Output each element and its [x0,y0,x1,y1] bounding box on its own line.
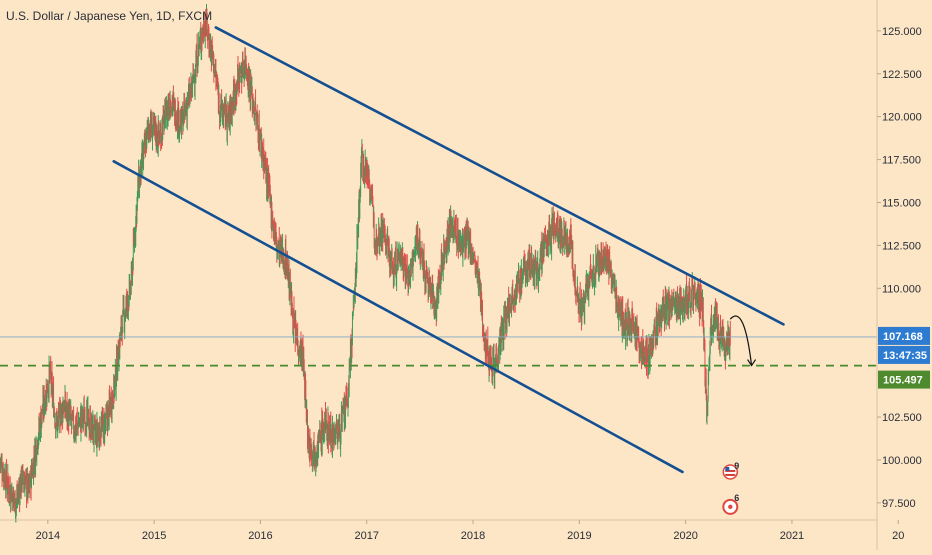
y-tick-label: 110.000 [882,283,921,295]
x-tick-label: 2015 [142,530,166,542]
x-tick-label: 2020 [673,530,697,542]
event-count-label: 6 [734,493,739,503]
event-count-label: 9 [734,461,739,471]
y-tick-label: 100.000 [882,455,922,467]
chart-title: U.S. Dollar / Japanese Yen, 1D, FXCM [6,9,213,23]
projection-arrow [729,315,753,366]
level-price-label-text: 105.497 [883,375,923,387]
y-tick-label: 122.500 [882,69,922,81]
bar-countdown-label-text: 13:47:35 [883,350,927,362]
flag-canton [725,466,730,471]
y-tick-label: 112.500 [882,240,921,252]
channel-trendline[interactable] [112,160,684,474]
current-price-label-bg [878,326,930,345]
x-tick-label: 2014 [36,530,60,542]
chart-overlays [0,26,877,474]
y-tick-label: 115.000 [882,198,921,210]
bar-countdown-label-bg [878,345,930,364]
current-price-label: 107.168 [878,326,930,345]
y-tick-label: 125.000 [882,26,922,38]
arrow-head [747,359,757,367]
current-price-label-text: 107.168 [883,331,923,343]
bar-countdown-label: 13:47:35 [878,345,930,364]
price-series [0,4,731,523]
y-tick-label: 97.500 [882,498,916,510]
x-tick-label: 2021 [780,530,804,542]
level-price-label: 105.497 [878,370,930,389]
x-tick-label: 2018 [461,530,485,542]
event-flag-badge[interactable]: 9 [722,461,739,480]
y-tick-label: 102.500 [882,412,922,424]
x-tick-label: 2016 [248,530,272,542]
y-tick-label: 117.500 [882,155,921,167]
event-dividend-badge[interactable]: 6 [722,493,739,515]
y-tick-label: 120.000 [882,112,922,124]
level-price-label-bg [878,370,930,389]
x-tick-label: 2019 [567,530,591,542]
price-labels: 107.168 13:47:35 105.497 9 6 [722,326,930,515]
flag-stripe [725,469,736,472]
event-dot-icon [728,504,733,510]
x-tick-label: 2017 [355,530,379,542]
x-tick-label: 20 [892,530,904,542]
channel-trendline[interactable] [214,26,785,326]
flag-stripe [725,473,736,476]
